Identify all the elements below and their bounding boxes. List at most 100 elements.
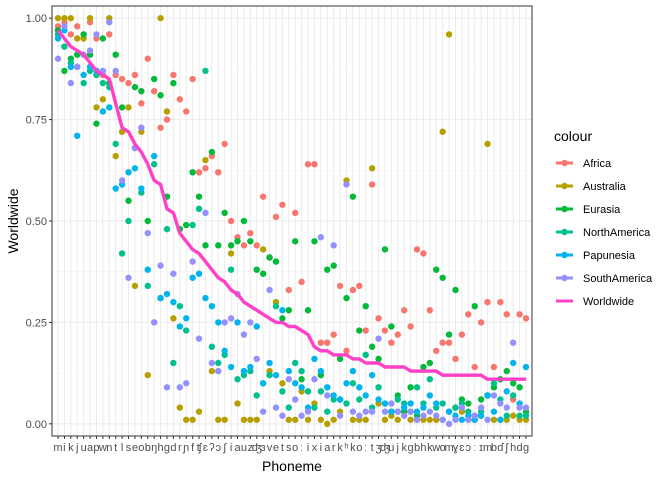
x-tick-label: a <box>324 442 331 454</box>
x-tick-label: k <box>427 442 433 454</box>
point-africa <box>394 331 401 338</box>
point-papunesia <box>426 392 434 399</box>
y-axis-title: Worldwide <box>5 188 21 253</box>
point-papunesia <box>458 416 466 423</box>
point-africa <box>497 298 504 306</box>
point-papunesia <box>54 35 62 42</box>
point-africa <box>240 242 248 249</box>
point-southamerica <box>471 412 478 419</box>
point-africa <box>202 165 209 172</box>
point-eurasia <box>356 327 363 334</box>
point-papunesia <box>67 63 75 71</box>
point-australia <box>394 416 401 423</box>
y-tick-label: 0.00 <box>26 419 47 431</box>
point-australia <box>157 14 164 22</box>
legend-key-point <box>561 159 568 167</box>
point-southamerica <box>285 376 292 383</box>
point-northamerica <box>490 380 498 387</box>
point-eurasia <box>215 242 222 249</box>
point-southamerica <box>356 412 363 419</box>
point-papunesia <box>336 396 344 403</box>
point-africa <box>298 278 305 286</box>
point-eurasia <box>253 266 260 273</box>
point-africa <box>420 250 427 257</box>
point-eurasia <box>183 221 190 229</box>
point-australia <box>144 371 151 379</box>
x-tick-label: ɔ <box>216 442 222 454</box>
point-southamerica <box>202 209 209 217</box>
point-africa <box>195 169 203 176</box>
point-papunesia <box>195 270 203 277</box>
point-eurasia <box>195 193 203 200</box>
point-australia <box>426 416 434 423</box>
point-africa <box>413 246 421 253</box>
point-southamerica <box>452 416 459 423</box>
point-southamerica <box>407 408 414 415</box>
point-southamerica <box>157 262 164 269</box>
legend-title: colour <box>554 128 592 144</box>
x-tick-label: i <box>63 442 65 454</box>
x-tick-label: h <box>420 442 426 454</box>
point-africa <box>452 355 459 363</box>
x-tick-label: ʒ <box>376 442 382 454</box>
point-southamerica <box>227 315 235 322</box>
point-africa <box>292 209 299 217</box>
point-southamerica <box>368 408 376 415</box>
point-papunesia <box>74 132 81 140</box>
point-australia <box>259 246 267 253</box>
point-africa <box>349 286 357 294</box>
point-africa <box>522 315 530 322</box>
point-papunesia <box>259 380 267 387</box>
point-papunesia <box>240 367 248 375</box>
point-africa <box>426 307 434 314</box>
point-africa <box>503 311 510 318</box>
point-australia <box>253 416 260 423</box>
point-northamerica <box>61 43 68 50</box>
point-northamerica <box>413 384 421 391</box>
point-southamerica <box>400 412 408 419</box>
point-africa <box>317 339 325 346</box>
point-southamerica <box>67 79 75 87</box>
x-tick-label: k <box>350 442 356 454</box>
point-southamerica <box>343 181 350 188</box>
x-tick-label: w <box>431 442 440 454</box>
x-tick-label: t <box>114 442 117 454</box>
point-eurasia <box>131 83 139 91</box>
point-southamerica <box>247 319 254 326</box>
point-southamerica <box>445 420 453 428</box>
x-tick-label: h <box>510 442 516 454</box>
point-northamerica <box>298 367 305 375</box>
point-eurasia <box>407 384 414 391</box>
point-eurasia <box>298 376 305 383</box>
point-africa <box>324 339 331 346</box>
point-africa <box>388 339 395 346</box>
point-northamerica <box>343 400 350 407</box>
point-africa <box>285 286 292 294</box>
point-africa <box>407 323 414 330</box>
point-papunesia <box>215 319 222 326</box>
point-northamerica <box>202 67 209 75</box>
point-eurasia <box>381 246 389 253</box>
point-southamerica <box>272 404 280 411</box>
x-tick-label: o <box>292 442 298 454</box>
point-papunesia <box>163 290 171 298</box>
point-northamerica <box>304 388 312 395</box>
point-australia <box>131 282 139 290</box>
point-papunesia <box>208 302 216 310</box>
point-southamerica <box>388 400 395 407</box>
point-papunesia <box>106 104 113 111</box>
point-australia <box>484 140 491 148</box>
point-southamerica <box>150 319 158 326</box>
x-tick-label: b <box>414 442 420 454</box>
x-tick-label: d <box>170 442 176 454</box>
point-africa <box>400 307 408 314</box>
point-northamerica <box>266 371 273 379</box>
point-southamerica <box>433 412 440 419</box>
x-tick-label: s <box>286 442 292 454</box>
point-northamerica <box>227 266 235 273</box>
point-papunesia <box>356 384 363 391</box>
data-points <box>54 14 530 428</box>
point-southamerica <box>317 234 325 241</box>
legend-key-point <box>561 274 568 282</box>
point-eurasia <box>336 355 344 363</box>
